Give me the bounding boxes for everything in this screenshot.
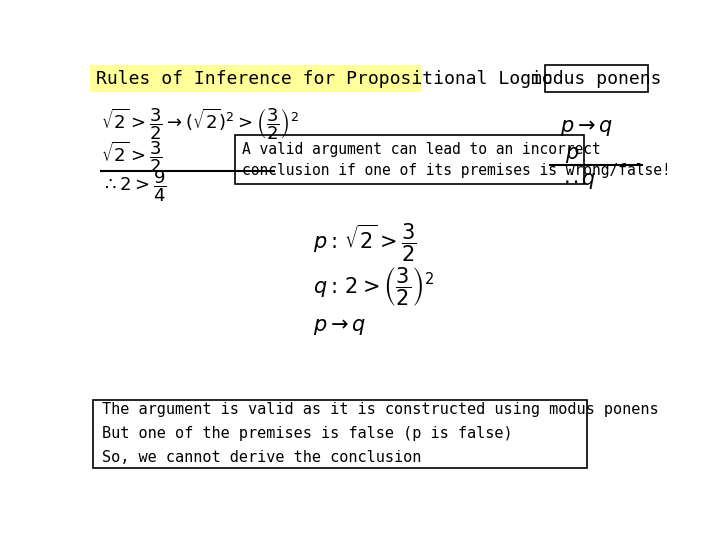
Text: A valid argument can lead to an incorrect
conclusion if one of its premises is w: A valid argument can lead to an incorrec… [242, 141, 670, 178]
Text: $p$: $p$ [565, 145, 580, 165]
Text: $q:\, 2 > \left(\dfrac{3}{2}\right)^2$: $q:\, 2 > \left(\dfrac{3}{2}\right)^2$ [313, 265, 434, 307]
Text: $\therefore 2 > \dfrac{9}{4}$: $\therefore 2 > \dfrac{9}{4}$ [101, 168, 166, 204]
FancyBboxPatch shape [93, 400, 587, 468]
Text: modus ponens: modus ponens [531, 70, 662, 87]
Text: $\therefore q$: $\therefore q$ [560, 170, 596, 191]
FancyBboxPatch shape [235, 135, 584, 184]
Text: $p \rightarrow q$: $p \rightarrow q$ [313, 317, 366, 337]
FancyBboxPatch shape [545, 65, 648, 92]
Text: $p:\, \sqrt{2} > \dfrac{3}{2}$: $p:\, \sqrt{2} > \dfrac{3}{2}$ [313, 221, 417, 264]
Text: $\sqrt{2} > \dfrac{3}{2}$: $\sqrt{2} > \dfrac{3}{2}$ [101, 139, 163, 175]
FancyBboxPatch shape [90, 65, 422, 92]
Text: Rules of Inference for Propositional Logic: Rules of Inference for Propositional Log… [96, 70, 552, 87]
Text: The argument is valid as it is constructed using modus ponens
But one of the pre: The argument is valid as it is construct… [102, 402, 659, 465]
Text: $p \rightarrow q$: $p \rightarrow q$ [560, 118, 613, 138]
Text: $\sqrt{2} > \dfrac{3}{2} \rightarrow (\sqrt{2})^2 > \left(\dfrac{3}{2}\right)^2$: $\sqrt{2} > \dfrac{3}{2} \rightarrow (\s… [101, 106, 299, 141]
